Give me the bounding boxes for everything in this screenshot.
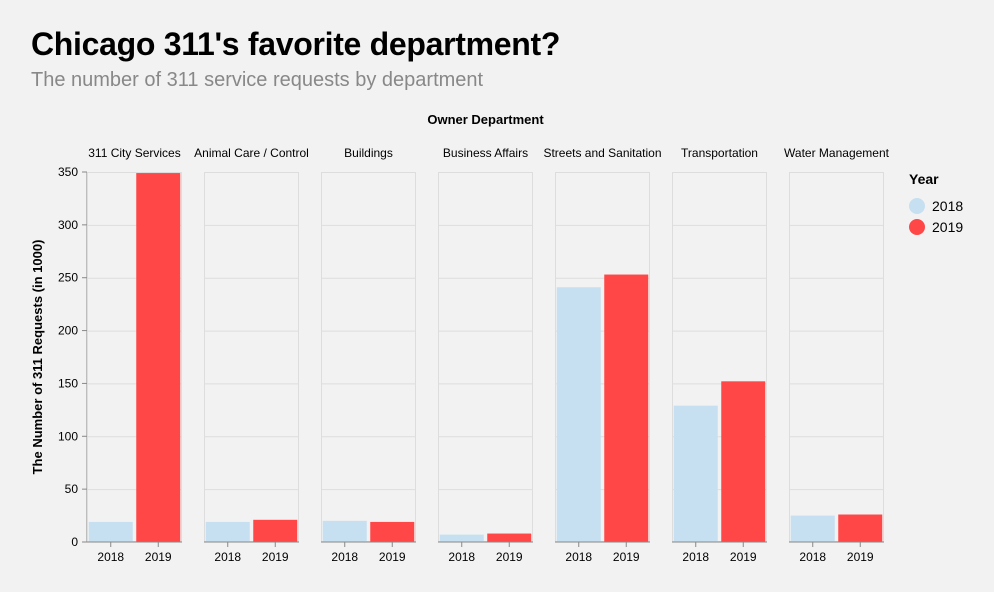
facet-title: Transportation [681, 146, 758, 160]
chart-title: Chicago 311's favorite department? [31, 26, 561, 62]
bar-2019 [838, 514, 883, 542]
legend-title: Year [909, 171, 939, 187]
legend-swatch-2018 [909, 198, 925, 214]
x-tick-label: 2018 [448, 550, 475, 564]
facet-title: Business Affairs [443, 146, 528, 160]
y-tick-label: 0 [71, 535, 78, 549]
bar-2019 [487, 533, 532, 542]
bar-2019 [136, 173, 181, 543]
x-tick-label: 2018 [799, 550, 826, 564]
x-tick-label: 2018 [565, 550, 592, 564]
y-tick-label: 150 [58, 376, 78, 390]
legend-label: 2018 [932, 198, 963, 214]
x-tick-label: 2018 [214, 550, 241, 564]
chart-subtitle: The number of 311 service requests by de… [31, 69, 484, 91]
facet-title: Streets and Sanitation [543, 146, 661, 160]
y-tick-label: 50 [65, 482, 79, 496]
y-tick-label: 100 [58, 429, 78, 443]
bar-2019 [721, 381, 766, 542]
facet-frame [789, 172, 884, 542]
facet-title: 311 City Services [88, 146, 180, 160]
facet-super-title: Owner Department [427, 112, 544, 127]
bar-2018 [88, 521, 133, 542]
x-tick-label: 2019 [730, 550, 757, 564]
y-axis-title: The Number of 311 Requests (in 1000) [30, 240, 45, 475]
x-tick-label: 2018 [331, 550, 358, 564]
facet-frame [204, 172, 299, 542]
x-tick-label: 2019 [145, 550, 172, 564]
x-tick-label: 2018 [682, 550, 709, 564]
x-tick-label: 2019 [262, 550, 289, 564]
facet-frame [321, 172, 416, 542]
facet-title: Animal Care / Control [194, 146, 309, 160]
bar-2019 [604, 274, 649, 542]
bar-2018 [790, 515, 835, 542]
bar-2018 [205, 521, 250, 542]
bar-2019 [370, 521, 415, 542]
bar-2018 [322, 520, 367, 542]
bar-2019 [253, 519, 298, 542]
facet-title: Water Management [784, 146, 890, 160]
y-tick-label: 200 [58, 324, 78, 338]
legend-swatch-2019 [909, 219, 925, 235]
facet-title: Buildings [344, 146, 393, 160]
bar-2018 [673, 405, 718, 542]
y-tick-label: 350 [58, 165, 78, 179]
legend-label: 2019 [932, 219, 963, 235]
y-tick-label: 300 [58, 218, 78, 232]
x-tick-label: 2019 [379, 550, 406, 564]
x-tick-label: 2019 [847, 550, 874, 564]
x-tick-label: 2019 [496, 550, 523, 564]
bar-2018 [439, 534, 484, 542]
bar-2018 [556, 287, 601, 542]
x-tick-label: 2019 [613, 550, 640, 564]
y-tick-label: 250 [58, 271, 78, 285]
facet-frame [438, 172, 533, 542]
x-tick-label: 2018 [97, 550, 124, 564]
